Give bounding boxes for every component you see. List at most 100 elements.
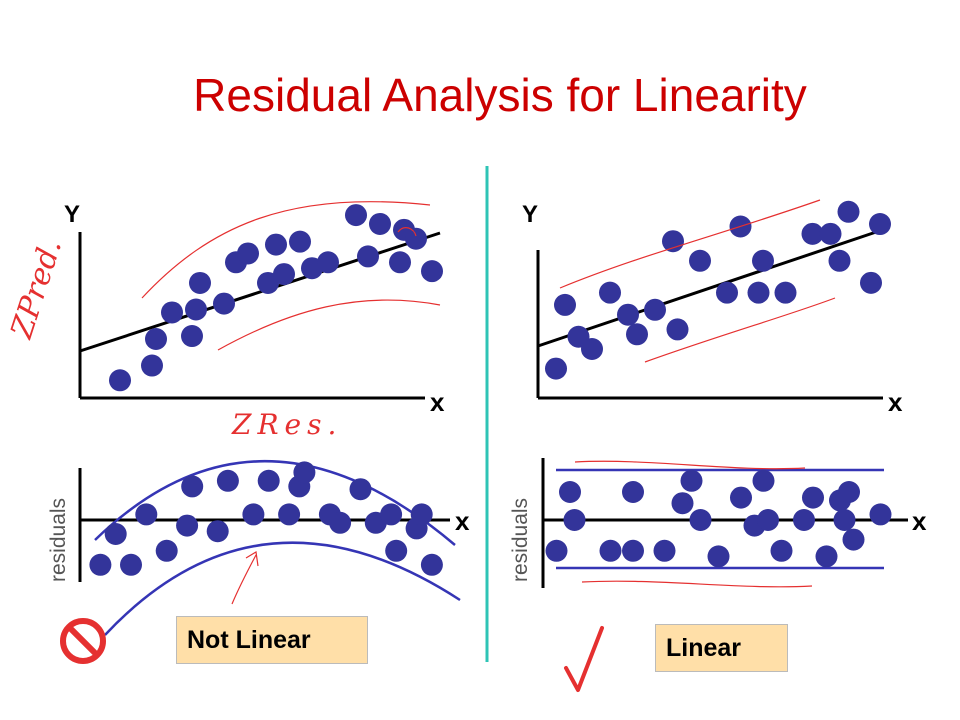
annotation-upper-arc xyxy=(141,200,431,299)
data-point xyxy=(869,213,891,236)
data-point xyxy=(206,520,229,543)
data-point xyxy=(349,478,372,501)
data-point xyxy=(774,281,797,304)
data-point xyxy=(189,271,211,294)
data-point xyxy=(815,545,838,568)
data-point xyxy=(145,328,167,350)
data-point xyxy=(176,514,199,537)
data-point xyxy=(860,271,882,294)
data-point xyxy=(680,469,703,492)
handwriting-zpred: ZPred. xyxy=(4,235,69,344)
data-point xyxy=(716,281,738,304)
data-point xyxy=(289,230,311,253)
data-point xyxy=(644,298,666,321)
data-point xyxy=(278,503,301,526)
data-point xyxy=(155,539,178,562)
data-point xyxy=(666,318,689,341)
data-point xyxy=(161,301,183,324)
data-point xyxy=(559,481,581,503)
data-point xyxy=(599,281,621,304)
data-point xyxy=(329,511,352,534)
data-point xyxy=(545,357,567,380)
data-point xyxy=(599,539,622,562)
data-point xyxy=(185,298,207,321)
data-point xyxy=(216,469,239,492)
data-point xyxy=(104,523,127,545)
data-point xyxy=(380,503,403,526)
left-residual-points xyxy=(89,461,443,576)
page-title: Residual Analysis for Linearity xyxy=(193,69,807,121)
data-point xyxy=(345,204,367,227)
no-symbol-icon xyxy=(60,618,106,664)
right-residual-points xyxy=(545,469,892,568)
data-point xyxy=(752,469,775,492)
data-point xyxy=(257,271,279,294)
left-res-x-label: x xyxy=(455,506,470,536)
annotation-bottom-scribble xyxy=(581,580,813,588)
left-upper-band xyxy=(94,460,456,546)
annotation-lower-arc xyxy=(217,299,441,351)
right-fit-line xyxy=(537,227,886,348)
annotation-upper-stroke xyxy=(559,199,821,289)
data-point xyxy=(181,325,203,348)
data-point xyxy=(89,553,112,576)
data-point xyxy=(385,539,408,562)
data-point xyxy=(757,509,779,531)
not-linear-label-box: Not Linear xyxy=(176,616,368,664)
right-y-label: Y xyxy=(522,201,538,228)
data-point xyxy=(120,553,142,576)
data-point xyxy=(141,354,163,377)
data-point xyxy=(626,323,648,346)
data-point xyxy=(622,481,644,503)
data-point xyxy=(869,503,892,526)
data-point xyxy=(317,251,339,274)
left-scatter-panel: Y x ZPred. ZRes. xyxy=(4,200,445,441)
data-point xyxy=(622,539,644,562)
data-point xyxy=(689,249,711,272)
left-lower-band xyxy=(104,541,461,636)
data-point xyxy=(563,509,586,531)
data-point xyxy=(707,545,730,568)
data-point xyxy=(617,303,639,326)
data-point xyxy=(689,509,712,531)
data-point xyxy=(833,509,856,531)
data-point xyxy=(653,539,676,562)
annotation-top-scribble xyxy=(574,460,806,470)
data-point xyxy=(357,245,379,268)
data-point xyxy=(819,222,842,245)
data-point xyxy=(662,230,684,253)
data-point xyxy=(242,503,265,526)
right-x-label: x xyxy=(888,387,903,417)
data-point xyxy=(265,233,287,256)
data-point xyxy=(837,200,860,223)
handwriting-zres: ZRes. xyxy=(231,408,342,441)
data-point xyxy=(405,227,427,250)
right-res-x-label: x xyxy=(912,506,927,536)
data-point xyxy=(793,509,815,531)
data-point xyxy=(545,539,568,562)
data-point xyxy=(420,553,443,576)
left-y-label: Y xyxy=(64,201,80,228)
data-point xyxy=(554,293,576,316)
right-scatter-points xyxy=(545,200,891,380)
left-residual-panel: residuals x xyxy=(47,460,470,636)
data-point xyxy=(410,503,433,526)
data-point xyxy=(293,461,316,484)
left-scatter-points xyxy=(109,204,443,392)
right-res-y-label: residuals xyxy=(509,498,532,582)
data-point xyxy=(842,528,865,551)
data-point xyxy=(389,251,411,274)
data-point xyxy=(213,292,235,315)
data-point xyxy=(109,369,131,392)
data-point xyxy=(273,263,295,286)
annotation-arrow xyxy=(231,551,259,605)
data-point xyxy=(747,281,770,304)
left-x-label: x xyxy=(430,387,445,417)
data-point xyxy=(257,469,280,492)
left-fit-line xyxy=(79,231,441,353)
check-mark-icon xyxy=(564,626,604,692)
linear-label-box: Linear xyxy=(655,624,788,672)
data-point xyxy=(801,222,824,245)
data-point xyxy=(181,475,204,498)
